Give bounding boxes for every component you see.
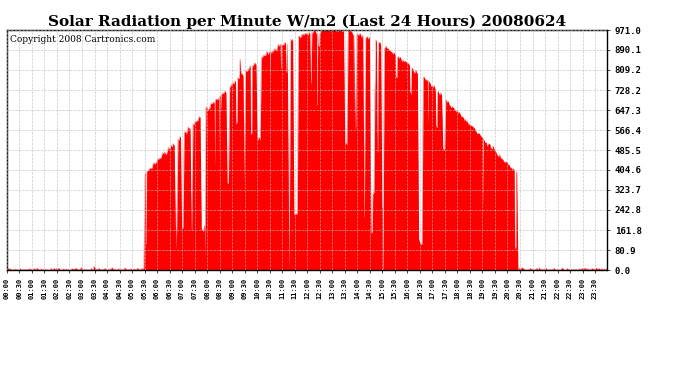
- Text: Copyright 2008 Cartronics.com: Copyright 2008 Cartronics.com: [10, 35, 155, 44]
- Title: Solar Radiation per Minute W/m2 (Last 24 Hours) 20080624: Solar Radiation per Minute W/m2 (Last 24…: [48, 15, 566, 29]
